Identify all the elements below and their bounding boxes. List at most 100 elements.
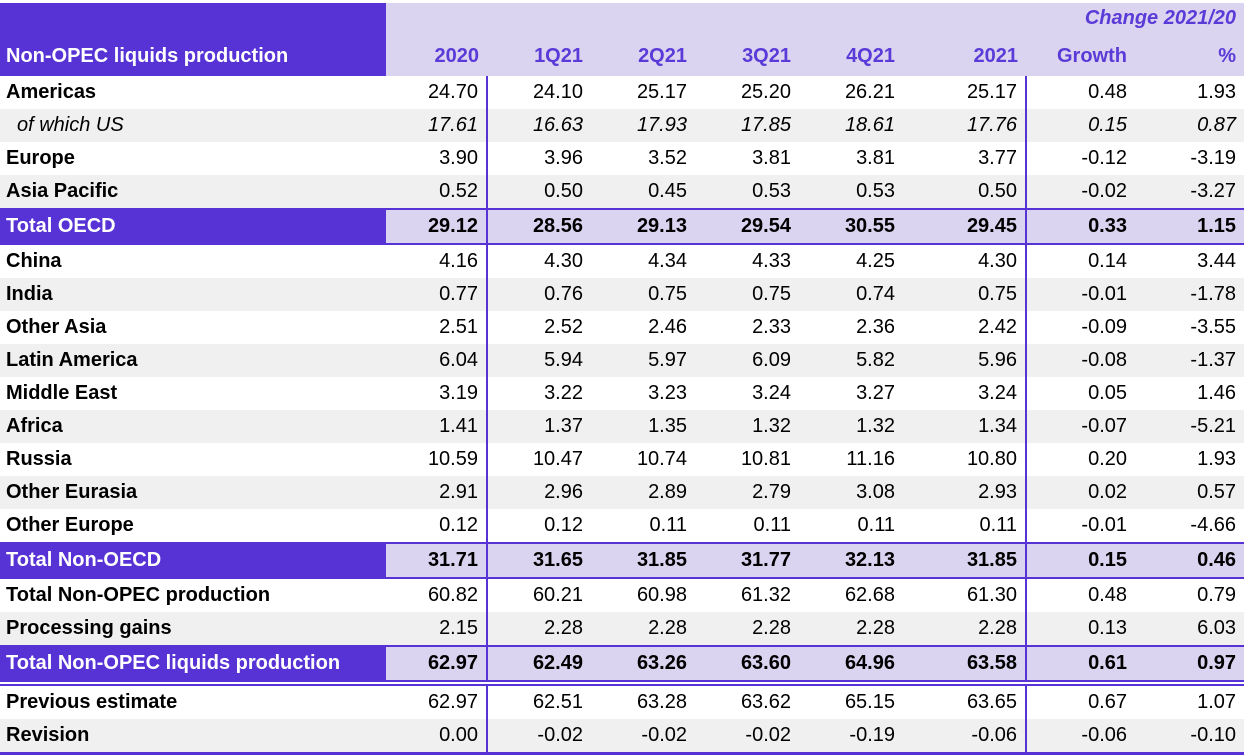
value-cell: 0.79 <box>1197 584 1237 606</box>
table-row: Russia 10.59 10.47 10.74 10.81 11.16 10.80 0.20… <box>0 443 1244 476</box>
value-cell: 1.32 <box>799 410 903 443</box>
row-label: Processing gains <box>0 612 386 646</box>
value-cell: 2.28 <box>695 612 799 646</box>
value-cell: 30.55 <box>799 208 903 245</box>
table-row: Previous estimate 62.97 62.51 63.28 63.62 65.… <box>0 683 1244 719</box>
value-cell: -3.55 <box>1190 316 1237 338</box>
value-cell: 0.45 <box>591 175 695 209</box>
value-cell: 62.68 <box>844 584 895 606</box>
value-cell: 62.97 <box>386 683 488 719</box>
value-cell: 3.23 <box>648 382 687 404</box>
column-header-3q21: 3Q21 <box>695 33 799 76</box>
row-label: Total OECD <box>0 208 386 245</box>
table-row: Africa 1.41 1.37 1.35 1.32 1.32 1.34 -0.07 -5.21 <box>0 410 1244 443</box>
row-label: Total Non-OECD <box>0 542 386 579</box>
table-row: Middle East 3.19 3.22 3.23 3.24 3.27 3.24 0.05 1… <box>0 377 1244 410</box>
value-cell: -0.07 <box>1026 410 1135 443</box>
row-label: Other Asia <box>6 316 107 338</box>
value-cell: 2.46 <box>648 316 687 338</box>
value-cell: -5.21 <box>1135 410 1244 443</box>
value-cell: 60.21 <box>532 584 583 606</box>
column-header-4q21: 4Q21 <box>799 33 903 76</box>
value-cell: 0.48 <box>1088 81 1127 103</box>
value-cell: 3.77 <box>903 142 1027 175</box>
row-label: of which US <box>0 109 386 142</box>
value-cell: 65.15 <box>844 691 895 713</box>
row-label: Total Non-OPEC production <box>6 584 271 606</box>
value-cell: 28.56 <box>487 208 591 245</box>
value-cell: -1.37 <box>1135 344 1244 377</box>
table-row: Total Non-OECD 31.71 31.65 31.85 31.77 32.13 3… <box>0 542 1244 579</box>
value-cell: 31.77 <box>695 542 799 579</box>
value-cell: 0.02 <box>1026 476 1135 509</box>
value-cell: 2.28 <box>487 612 591 646</box>
value-cell: 1.93 <box>1197 81 1237 103</box>
value-cell: 63.60 <box>695 645 799 686</box>
value-cell: 4.25 <box>856 250 895 272</box>
value-cell: 60.82 <box>386 578 488 612</box>
value-cell: -0.02 <box>591 719 695 755</box>
value-cell: 0.50 <box>903 175 1027 209</box>
value-cell: 0.61 <box>1026 645 1135 686</box>
table-row: Processing gains 2.15 2.28 2.28 2.28 2.28 2.28… <box>0 612 1244 646</box>
column-header-2020: 2020 <box>386 33 487 76</box>
table-title: Non-OPEC liquids production <box>0 3 386 76</box>
row-label: Asia Pacific <box>0 175 386 209</box>
value-cell: 62.51 <box>532 691 583 713</box>
value-cell: 1.34 <box>903 410 1027 443</box>
value-cell: 17.85 <box>695 109 799 142</box>
value-cell: 2.93 <box>903 476 1027 509</box>
value-cell: 3.22 <box>544 382 583 404</box>
row-label: Total Non-OPEC liquids production <box>0 645 386 686</box>
value-cell: 2.52 <box>544 316 583 338</box>
value-cell: -0.06 <box>1026 719 1135 755</box>
value-cell: 0.87 <box>1135 109 1244 142</box>
column-header-1q21: 1Q21 <box>487 33 591 76</box>
value-cell: 31.85 <box>591 542 695 579</box>
value-cell: -0.06 <box>903 719 1027 755</box>
value-cell: 0.53 <box>695 175 799 209</box>
value-cell: 2.33 <box>752 316 791 338</box>
value-cell: 17.61 <box>386 109 488 142</box>
value-cell: 63.62 <box>740 691 791 713</box>
value-cell: 0.15 <box>1026 542 1135 579</box>
value-cell: 2.28 <box>591 612 695 646</box>
value-cell: 0.00 <box>386 719 488 755</box>
value-cell: 29.13 <box>591 208 695 245</box>
value-cell: 29.12 <box>386 208 488 245</box>
value-cell: 10.81 <box>740 448 791 470</box>
value-cell: -0.12 <box>1081 147 1127 169</box>
table-row: Latin America 6.04 5.94 5.97 6.09 5.82 5.96 -0.… <box>0 344 1244 377</box>
value-cell: 0.75 <box>695 278 799 311</box>
value-cell: 2.79 <box>695 476 799 509</box>
value-cell: 63.28 <box>636 691 687 713</box>
value-cell: 1.93 <box>1197 448 1237 470</box>
table-row: Total Non-OPEC production 60.82 60.21 60.98… <box>0 578 1244 612</box>
value-cell: 10.80 <box>903 443 1027 476</box>
value-cell: 10.47 <box>532 448 583 470</box>
column-header-growth: Growth <box>1026 33 1135 76</box>
value-cell: 61.30 <box>903 578 1027 612</box>
value-cell: 62.49 <box>487 645 591 686</box>
value-cell: 0.50 <box>487 175 591 209</box>
value-cell: 0.11 <box>857 514 895 536</box>
value-cell: 0.97 <box>1135 645 1244 686</box>
value-cell: 24.70 <box>386 76 488 109</box>
value-cell: 3.96 <box>544 147 583 169</box>
value-cell: 5.94 <box>487 344 591 377</box>
table-header: Non-OPEC liquids production Change 2021/… <box>0 3 1244 76</box>
value-cell: -0.02 <box>695 719 799 755</box>
value-cell: 1.32 <box>695 410 799 443</box>
change-header: Change 2021/20 <box>1026 3 1244 33</box>
value-cell: 4.34 <box>648 250 687 272</box>
row-label: Russia <box>6 448 72 470</box>
value-cell: 4.30 <box>544 250 583 272</box>
table-row: Other Asia 2.51 2.52 2.46 2.33 2.36 2.42 -0.09 -… <box>0 311 1244 344</box>
value-cell: 24.10 <box>532 81 583 103</box>
value-cell: 4.30 <box>903 244 1027 278</box>
value-cell: 26.21 <box>844 81 895 103</box>
value-cell: 0.74 <box>799 278 903 311</box>
value-cell: -0.02 <box>487 719 591 755</box>
value-cell: 17.93 <box>591 109 695 142</box>
table-row: Europe 3.90 3.96 3.52 3.81 3.81 3.77 -0.12 -3.19 <box>0 142 1244 175</box>
